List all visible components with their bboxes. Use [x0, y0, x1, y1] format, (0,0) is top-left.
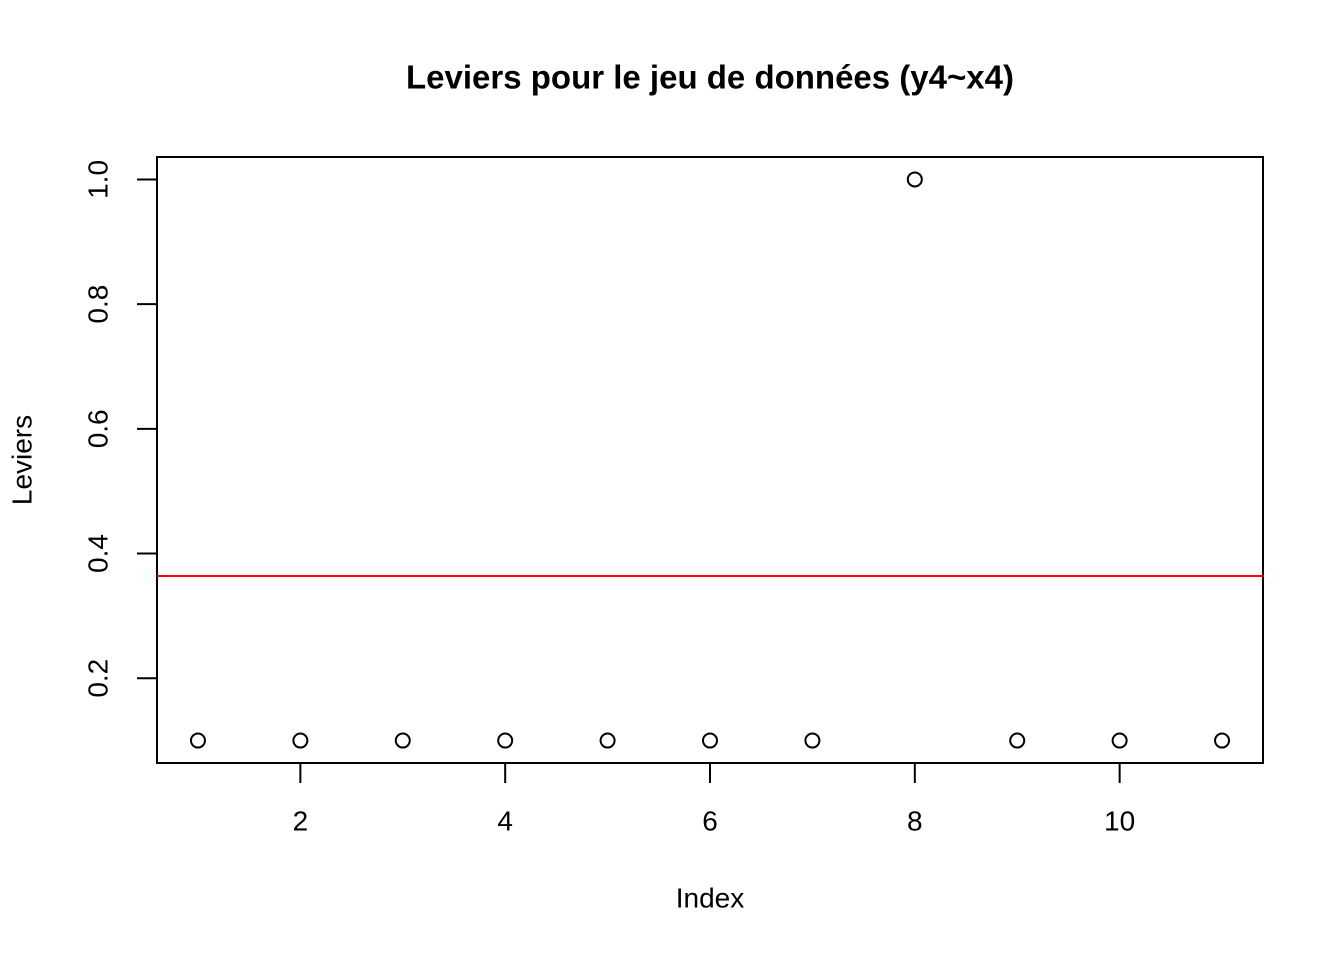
point	[497, 732, 514, 749]
y-tick-label: 0.4	[82, 534, 113, 573]
point	[189, 732, 206, 749]
y-axis-label: Leviers	[6, 415, 37, 505]
point	[906, 171, 923, 188]
y-tick-label: 0.6	[82, 409, 113, 448]
point	[1111, 732, 1128, 749]
point	[394, 732, 411, 749]
point	[599, 732, 616, 749]
point	[1009, 732, 1026, 749]
point	[702, 732, 718, 749]
x-tick-label: 2	[293, 805, 309, 836]
point	[804, 732, 821, 749]
point	[1214, 732, 1231, 749]
x-tick-label: 8	[907, 805, 923, 836]
x-tick-label: 6	[702, 805, 718, 836]
point	[292, 732, 309, 749]
x-tick-label: 4	[497, 805, 513, 836]
x-axis-label: Index	[676, 882, 745, 913]
x-tick-label: 10	[1104, 805, 1135, 836]
chart-title: Leviers pour le jeu de données (y4~x4)	[406, 59, 1014, 96]
y-tick-label: 0.8	[82, 285, 113, 324]
y-tick-label: 0.2	[82, 659, 113, 698]
y-tick-label: 1.0	[82, 160, 113, 199]
plot-frame	[156, 156, 1264, 764]
